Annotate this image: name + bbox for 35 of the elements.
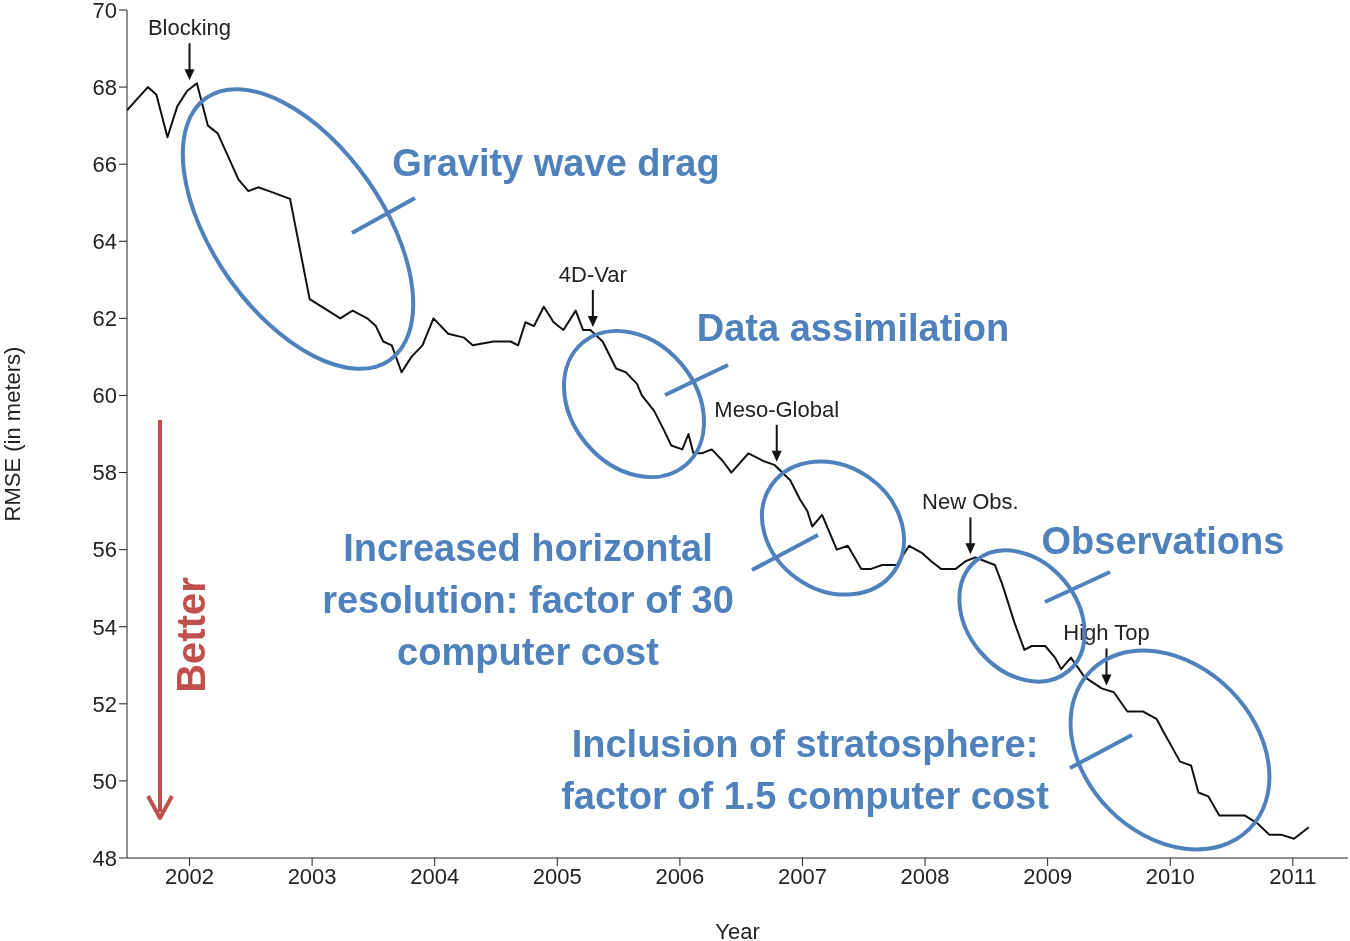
annotation: New Obs. [922,489,1019,515]
x-tick-label: 2010 [1145,863,1195,889]
x-tick-label: 2003 [287,863,337,889]
y-tick-label: 64 [92,229,117,255]
annotation: Meso-Global [714,396,840,422]
annotation: Better [169,577,213,693]
y-tick-label: 54 [92,614,117,640]
annotation: Observations [1040,519,1286,564]
y-tick-label: 50 [92,768,117,794]
y-tick-label: 48 [92,845,117,871]
y-tick-label: 60 [92,383,117,409]
annotation: Blocking [147,15,232,41]
x-tick-label: 2004 [410,863,460,889]
y-axis-title: RMSE (in meters) [0,346,25,522]
x-tick-label: 2007 [778,863,827,889]
x-tick-label: 2008 [900,863,950,889]
y-tick-label: 56 [92,537,117,563]
y-tick-label: 52 [92,691,117,717]
annotation: Gravity wave drag [391,141,721,186]
y-tick-label: 66 [92,151,117,177]
y-tick-label: 62 [92,306,117,332]
x-tick-label: 2011 [1269,863,1317,889]
annotation: Inclusion of stratosphere: factor of 1.5 computer cost [561,722,1049,819]
x-axis-title: Year [715,919,760,941]
annotation: 4D-Var [558,261,627,287]
y-tick-label: 58 [92,460,117,486]
x-tick-label: 2006 [655,863,705,889]
annotation: Data assimilation [695,306,1011,351]
y-tick-label: 68 [92,74,117,100]
line-series [127,82,1310,840]
x-tick-label: 2009 [1023,863,1073,889]
y-tick-label: 70 [92,0,117,23]
x-tick-label: 2002 [165,863,214,889]
x-tick-label: 2005 [532,863,582,889]
annotation: Increased horizontal resolution: factor of 30 computer cost [322,526,734,675]
